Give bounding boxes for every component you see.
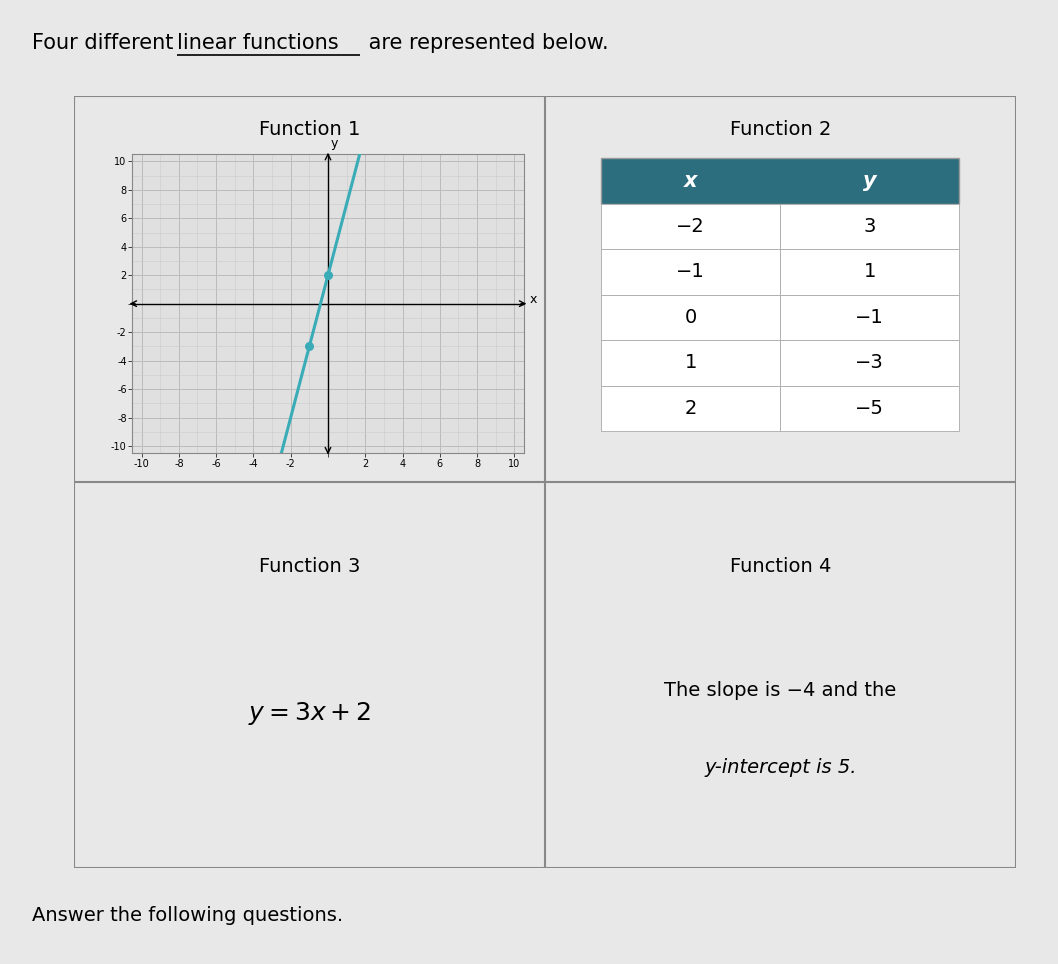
Text: Answer the following questions.: Answer the following questions. bbox=[32, 906, 343, 925]
Text: Function 2: Function 2 bbox=[730, 120, 831, 139]
Text: −5: −5 bbox=[855, 399, 884, 417]
Text: linear functions: linear functions bbox=[177, 34, 339, 53]
Text: y: y bbox=[863, 171, 876, 191]
Text: 2: 2 bbox=[685, 399, 697, 417]
Bar bbox=[781, 203, 960, 249]
Text: x: x bbox=[529, 293, 536, 306]
Bar bbox=[781, 340, 960, 386]
Bar bbox=[601, 249, 781, 295]
Bar bbox=[781, 158, 960, 203]
Text: y: y bbox=[331, 137, 339, 150]
Bar bbox=[781, 386, 960, 431]
Text: y-intercept is 5.: y-intercept is 5. bbox=[704, 758, 857, 777]
Text: −1: −1 bbox=[676, 262, 706, 281]
Bar bbox=[601, 386, 781, 431]
Text: are represented below.: are represented below. bbox=[362, 34, 608, 53]
Bar bbox=[601, 158, 781, 203]
Text: Function 3: Function 3 bbox=[259, 557, 360, 576]
Text: −3: −3 bbox=[855, 354, 884, 372]
Bar bbox=[601, 203, 781, 249]
Text: 0: 0 bbox=[685, 308, 697, 327]
Bar bbox=[601, 295, 781, 340]
Text: Four different: Four different bbox=[32, 34, 180, 53]
Text: The slope is −4 and the: The slope is −4 and the bbox=[664, 681, 896, 700]
Text: 1: 1 bbox=[863, 262, 876, 281]
Text: 3: 3 bbox=[863, 217, 876, 236]
Text: −1: −1 bbox=[855, 308, 884, 327]
Text: x: x bbox=[685, 171, 697, 191]
Text: $y=3x+2$: $y=3x+2$ bbox=[248, 700, 371, 727]
Text: Function 1: Function 1 bbox=[259, 120, 360, 139]
Bar bbox=[601, 340, 781, 386]
Text: 1: 1 bbox=[685, 354, 697, 372]
Text: Function 4: Function 4 bbox=[730, 557, 831, 576]
Bar bbox=[781, 295, 960, 340]
Text: −2: −2 bbox=[676, 217, 706, 236]
Bar bbox=[601, 158, 960, 203]
Bar bbox=[781, 249, 960, 295]
